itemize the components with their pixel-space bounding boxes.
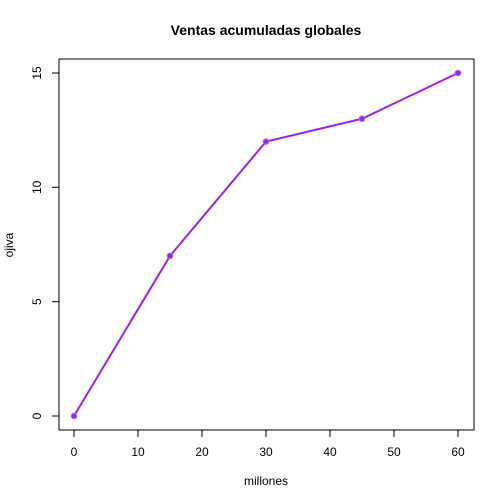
ojiva-line: [73, 72, 459, 417]
y-tick-label: 0: [30, 412, 44, 419]
x-axis-label: millones: [244, 474, 288, 488]
y-tick-label: 5: [30, 298, 44, 305]
x-axis: 0 10 20 30 40 50 60: [71, 429, 465, 459]
y-tick-label: 15: [30, 66, 44, 80]
x-tick-label: 10: [131, 445, 145, 459]
x-tick-label: 30: [259, 445, 273, 459]
series-line: [70, 69, 462, 420]
x-tick-label: 50: [387, 445, 401, 459]
x-tick-label: 40: [323, 445, 337, 459]
data-point: [166, 252, 174, 260]
data-point: [70, 412, 78, 420]
data-point: [262, 138, 270, 145]
x-tick-label: 0: [71, 445, 78, 459]
data-point: [454, 69, 462, 77]
x-tick-label: 20: [195, 445, 209, 459]
y-axis: 0 5 10 15: [30, 66, 60, 419]
plot-frame: [58, 58, 475, 431]
x-tick-label: 60: [451, 445, 465, 459]
data-point: [358, 115, 366, 123]
y-axis-label: ojiva: [2, 232, 16, 257]
y-tick-label: 10: [30, 180, 44, 194]
chart-title: Ventas acumuladas globales: [171, 22, 362, 38]
